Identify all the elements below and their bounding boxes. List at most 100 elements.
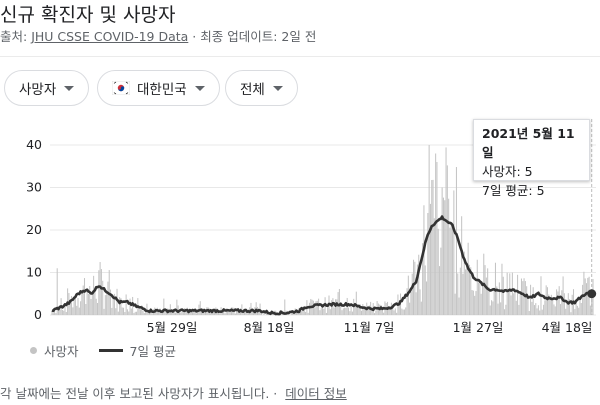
daily-death-bar xyxy=(476,259,478,315)
highlight-point xyxy=(587,289,597,299)
daily-death-bar xyxy=(56,268,58,315)
daily-death-bar xyxy=(301,311,303,315)
daily-death-bar xyxy=(380,305,382,315)
daily-death-bar xyxy=(402,309,404,315)
daily-death-bar xyxy=(132,296,134,315)
tooltip-date: 2021년 5월 11일 xyxy=(482,126,575,160)
daily-death-bar xyxy=(119,297,121,315)
daily-death-bar xyxy=(126,309,128,315)
metric-filter-chip[interactable]: 사망자 xyxy=(4,70,90,106)
source-link[interactable]: JHU CSSE COVID-19 Data xyxy=(31,29,189,44)
daily-death-bar xyxy=(518,304,520,315)
daily-death-bar xyxy=(199,301,201,315)
daily-death-bar xyxy=(163,298,165,315)
daily-death-bar xyxy=(429,203,431,315)
daily-death-bar xyxy=(319,310,321,315)
daily-death-bar xyxy=(583,271,585,315)
daily-death-bar xyxy=(530,284,532,315)
daily-death-bar xyxy=(338,288,340,315)
daily-death-bar xyxy=(138,307,140,315)
daily-death-bar xyxy=(470,267,472,315)
daily-death-bar xyxy=(442,197,444,315)
daily-death-bar xyxy=(303,306,305,315)
daily-death-bar xyxy=(452,225,454,315)
seven-day-average-line xyxy=(51,215,594,316)
daily-death-bar xyxy=(481,283,483,315)
daily-death-bar xyxy=(524,281,526,315)
daily-death-bar xyxy=(134,311,136,315)
daily-death-bar xyxy=(224,313,226,315)
daily-death-bar xyxy=(472,290,474,315)
daily-death-bar xyxy=(474,295,476,315)
daily-death-bar xyxy=(124,311,126,315)
daily-death-bar xyxy=(158,310,160,315)
daily-death-bar xyxy=(146,303,148,315)
daily-death-bar xyxy=(569,299,571,315)
region-filter-chip[interactable]: 대한민국 xyxy=(97,70,220,106)
data-info-link[interactable]: 데이터 정보 xyxy=(285,386,347,401)
daily-death-bar xyxy=(543,304,545,315)
daily-death-bar xyxy=(541,309,543,315)
daily-death-bar xyxy=(562,276,564,315)
daily-death-bar xyxy=(480,293,482,315)
period-filter-chip[interactable]: 전체 xyxy=(225,70,298,106)
daily-death-bar xyxy=(436,162,438,315)
daily-death-bar xyxy=(147,310,149,315)
daily-death-bar xyxy=(307,312,309,315)
daily-death-bar xyxy=(201,312,203,315)
daily-death-bar xyxy=(444,200,446,315)
daily-death-bar xyxy=(100,269,102,315)
daily-death-bar xyxy=(318,298,320,315)
daily-death-bar xyxy=(409,302,411,315)
daily-death-bar xyxy=(324,297,326,315)
daily-death-bar xyxy=(553,304,555,315)
daily-death-bar xyxy=(234,313,236,315)
daily-death-bar xyxy=(74,294,76,315)
daily-death-bar xyxy=(475,291,477,315)
source-updated: · 최종 업데이트: 2일 전 xyxy=(188,29,317,44)
chevron-down-icon xyxy=(64,85,75,91)
x-tick-label: 1월 27일 xyxy=(453,320,504,335)
daily-death-bar xyxy=(374,313,376,315)
daily-death-bar xyxy=(531,301,533,315)
daily-death-bar xyxy=(354,306,356,315)
daily-death-bar xyxy=(139,309,141,315)
daily-death-bar xyxy=(188,313,190,315)
daily-death-bar xyxy=(185,311,187,315)
daily-death-bar xyxy=(331,300,333,315)
daily-death-bar xyxy=(368,305,370,315)
daily-death-bar xyxy=(557,291,559,315)
daily-death-bar xyxy=(465,269,467,315)
daily-death-bar xyxy=(145,310,147,315)
daily-death-bar xyxy=(302,310,304,315)
daily-death-bar xyxy=(536,308,538,315)
daily-death-bar xyxy=(150,310,152,315)
daily-death-bar xyxy=(552,298,554,315)
daily-death-bar xyxy=(94,290,96,315)
daily-death-bar xyxy=(142,310,144,315)
daily-death-bar xyxy=(106,294,108,315)
daily-death-bar xyxy=(243,311,245,315)
daily-death-bar xyxy=(176,299,178,315)
daily-death-bar xyxy=(64,304,66,315)
daily-death-bar xyxy=(227,310,229,315)
daily-death-bar xyxy=(403,309,405,315)
daily-death-bar xyxy=(110,289,112,315)
daily-death-bar xyxy=(381,307,383,315)
legend-deaths-label: 사망자 xyxy=(44,343,79,359)
x-tick-label: 11월 7일 xyxy=(344,320,395,335)
daily-death-bar xyxy=(73,298,75,315)
daily-death-bar xyxy=(556,289,558,315)
daily-death-bar xyxy=(194,310,196,315)
daily-death-bar xyxy=(509,273,511,315)
daily-death-bar xyxy=(450,221,452,315)
daily-death-bar xyxy=(344,307,346,315)
daily-death-bar xyxy=(284,299,286,315)
daily-death-bar xyxy=(517,274,519,315)
daily-death-bar xyxy=(299,311,301,315)
daily-death-bar xyxy=(575,299,577,315)
daily-death-bar xyxy=(419,289,421,315)
daily-death-bar xyxy=(454,293,456,315)
period-filter-label: 전체 xyxy=(240,82,265,98)
daily-death-bar xyxy=(223,310,225,315)
